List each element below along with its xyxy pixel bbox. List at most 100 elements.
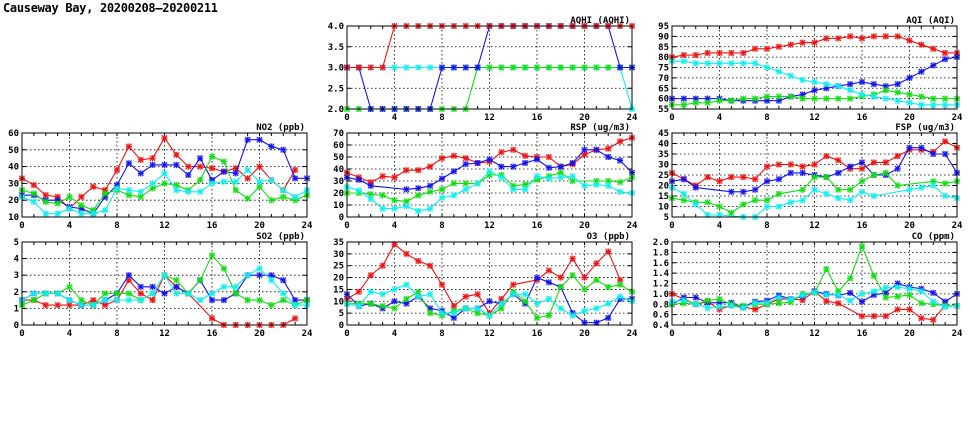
data-point bbox=[605, 300, 612, 307]
data-point bbox=[752, 299, 759, 306]
ytick-label: 4.0 bbox=[328, 22, 344, 32]
data-point bbox=[486, 298, 493, 305]
data-point bbox=[811, 174, 818, 181]
ytick-label: 80 bbox=[658, 53, 669, 63]
data-point bbox=[149, 185, 156, 192]
xtick-label: 24 bbox=[627, 113, 638, 123]
data-point bbox=[835, 169, 842, 176]
data-point bbox=[906, 144, 913, 151]
data-point bbox=[439, 310, 445, 317]
data-point bbox=[149, 283, 156, 290]
data-point bbox=[581, 151, 588, 158]
data-point bbox=[918, 41, 925, 48]
data-point bbox=[930, 95, 937, 102]
data-point bbox=[906, 291, 913, 298]
ytick-label: 15 bbox=[658, 192, 669, 202]
data-point bbox=[510, 186, 517, 193]
data-point bbox=[197, 177, 204, 184]
ytick-label: 20 bbox=[333, 189, 344, 199]
ytick-label: 75 bbox=[658, 64, 669, 74]
data-point bbox=[894, 33, 901, 40]
data-point bbox=[859, 159, 865, 166]
ytick-label: 40 bbox=[333, 165, 344, 175]
data-point bbox=[197, 163, 204, 170]
ytick-label: 85 bbox=[658, 43, 669, 53]
ytick-label: 10 bbox=[8, 213, 19, 223]
data-point bbox=[704, 304, 711, 311]
data-point bbox=[54, 197, 61, 204]
data-point bbox=[942, 303, 949, 310]
data-point bbox=[847, 87, 854, 94]
data-point bbox=[232, 187, 239, 194]
data-point bbox=[870, 272, 877, 279]
ytick-label: 40 bbox=[8, 163, 19, 173]
data-point bbox=[355, 288, 362, 295]
data-point bbox=[581, 274, 588, 281]
data-point bbox=[593, 146, 600, 153]
data-point bbox=[870, 313, 877, 320]
data-point bbox=[391, 241, 398, 248]
data-point bbox=[581, 182, 588, 189]
data-point bbox=[161, 161, 168, 168]
ytick-label: 0 bbox=[339, 213, 344, 223]
data-point bbox=[173, 182, 180, 189]
ytick-label: 10 bbox=[333, 201, 344, 211]
data-point bbox=[545, 175, 552, 182]
data-point bbox=[185, 188, 192, 195]
data-point bbox=[522, 181, 529, 188]
data-point bbox=[894, 293, 901, 300]
data-point bbox=[942, 180, 949, 187]
data-point bbox=[439, 155, 445, 162]
data-point bbox=[54, 290, 61, 297]
data-point bbox=[268, 197, 275, 204]
ytick-label: 0 bbox=[14, 321, 19, 331]
data-point bbox=[811, 39, 818, 46]
data-point bbox=[906, 91, 913, 98]
data-point bbox=[870, 291, 877, 298]
data-point bbox=[799, 91, 806, 98]
data-point bbox=[498, 305, 505, 312]
data-point bbox=[680, 58, 687, 65]
data-point bbox=[280, 187, 287, 194]
data-point bbox=[280, 277, 287, 284]
data-point bbox=[220, 158, 227, 165]
xtick-label: 4 bbox=[717, 221, 723, 231]
ytick-label: 25 bbox=[333, 262, 344, 272]
data-point bbox=[704, 99, 711, 106]
xtick-label: 4 bbox=[67, 221, 73, 231]
data-point bbox=[209, 315, 215, 322]
data-point bbox=[593, 260, 600, 267]
data-point bbox=[173, 290, 180, 297]
data-point bbox=[403, 250, 410, 257]
data-point bbox=[534, 314, 540, 321]
chart-title: AQI (AQI) bbox=[906, 16, 955, 26]
data-point bbox=[870, 93, 877, 100]
data-point bbox=[149, 180, 156, 187]
xtick-label: 20 bbox=[579, 329, 590, 339]
xtick-label: 0 bbox=[669, 113, 674, 123]
data-point bbox=[415, 64, 422, 71]
series-red bbox=[669, 33, 960, 61]
data-point bbox=[209, 153, 215, 160]
data-point bbox=[256, 272, 263, 279]
ytick-label: 4 bbox=[14, 255, 20, 265]
data-point bbox=[292, 175, 299, 182]
data-point bbox=[462, 186, 469, 193]
data-point bbox=[474, 64, 481, 71]
xtick-label: 0 bbox=[344, 113, 349, 123]
data-point bbox=[557, 284, 564, 291]
data-point bbox=[775, 93, 782, 100]
data-point bbox=[728, 188, 735, 195]
data-point bbox=[569, 312, 576, 319]
xtick-label: 4 bbox=[717, 113, 723, 123]
data-point bbox=[280, 146, 287, 153]
data-point bbox=[415, 293, 422, 300]
data-point bbox=[704, 297, 711, 304]
data-point bbox=[716, 296, 723, 303]
data-point bbox=[427, 310, 434, 317]
data-point bbox=[102, 290, 109, 297]
data-point bbox=[605, 284, 612, 291]
data-point bbox=[173, 161, 180, 168]
data-point bbox=[906, 186, 913, 193]
